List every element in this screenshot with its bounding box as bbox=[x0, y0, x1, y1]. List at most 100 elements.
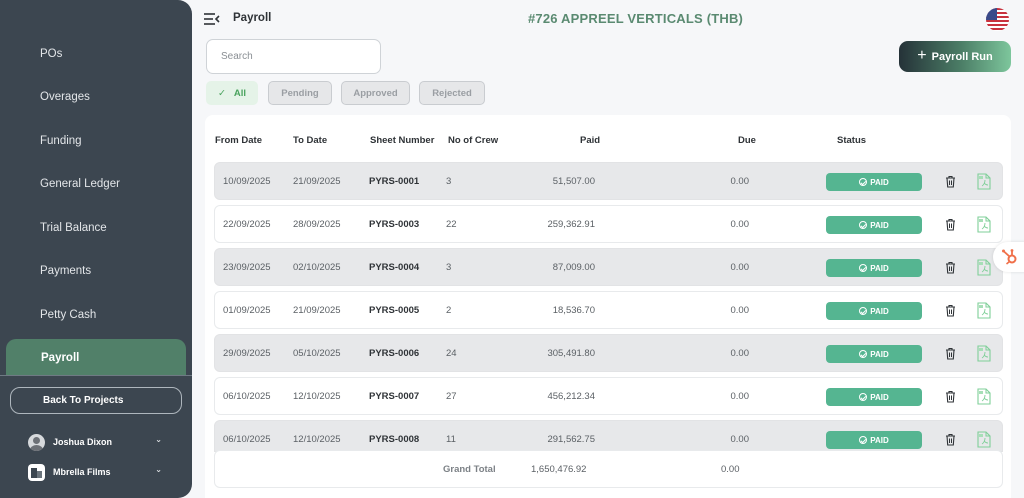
trash-icon[interactable] bbox=[945, 218, 956, 231]
pdf-file-icon[interactable] bbox=[977, 431, 991, 448]
plus-icon: + bbox=[917, 47, 927, 64]
to-date: 02/10/2025 bbox=[293, 262, 341, 273]
status-label: PAID bbox=[870, 306, 889, 316]
column-header-due[interactable]: Due bbox=[738, 135, 756, 146]
status-badge: PAID bbox=[826, 388, 922, 406]
paid-amount: 259,362.91 bbox=[547, 219, 595, 230]
table-row[interactable]: 23/09/2025 02/10/2025 PYRS-0004 3 87,009… bbox=[214, 248, 1003, 286]
trash-icon[interactable] bbox=[945, 261, 956, 274]
filter-all[interactable]: ✓ All bbox=[206, 81, 258, 105]
from-date: 01/09/2025 bbox=[223, 305, 271, 316]
sidebar-item-label: Payroll bbox=[41, 352, 80, 364]
user-name: Joshua Dixon bbox=[53, 437, 113, 447]
sidebar-item-label: Petty Cash bbox=[40, 309, 97, 321]
column-header-sheet-number[interactable]: Sheet Number bbox=[370, 135, 435, 146]
check-circle-icon bbox=[859, 307, 868, 315]
filter-label: Approved bbox=[353, 87, 398, 99]
to-date: 05/10/2025 bbox=[293, 348, 341, 359]
trash-icon[interactable] bbox=[945, 390, 956, 403]
status-badge: PAID bbox=[826, 345, 922, 363]
trash-icon[interactable] bbox=[945, 175, 956, 188]
status-badge: PAID bbox=[826, 173, 922, 191]
status-badge: PAID bbox=[826, 431, 922, 449]
table-row[interactable]: 06/10/2025 12/10/2025 PYRS-0008 11 291,5… bbox=[214, 420, 1003, 452]
payroll-run-button[interactable]: + Payroll Run bbox=[899, 41, 1011, 72]
column-header-paid[interactable]: Paid bbox=[580, 135, 601, 146]
user-menu[interactable]: Joshua Dixon ⌄ bbox=[28, 432, 168, 452]
to-date: 12/10/2025 bbox=[293, 391, 341, 402]
status-badge: PAID bbox=[826, 216, 922, 234]
grand-total-paid: 1,650,476.92 bbox=[531, 464, 587, 475]
search-input[interactable] bbox=[206, 39, 381, 74]
sidebar: POs Overages Funding General Ledger Tria… bbox=[0, 0, 192, 498]
hubspot-chat-widget[interactable] bbox=[993, 242, 1024, 272]
pdf-file-icon[interactable] bbox=[977, 216, 991, 233]
check-circle-icon bbox=[859, 350, 868, 358]
sidebar-item-general-ledger[interactable]: General Ledger bbox=[6, 164, 186, 204]
chevron-down-icon: ⌄ bbox=[155, 465, 162, 474]
pdf-file-icon[interactable] bbox=[977, 302, 991, 319]
sidebar-item-label: Payments bbox=[40, 265, 92, 277]
filter-pending[interactable]: Pending bbox=[268, 81, 332, 105]
trash-icon[interactable] bbox=[945, 304, 956, 317]
trash-icon[interactable] bbox=[945, 347, 956, 360]
sidebar-item-label: General Ledger bbox=[40, 178, 120, 190]
pdf-file-icon[interactable] bbox=[977, 173, 991, 190]
sidebar-item-payroll[interactable]: Payroll bbox=[6, 339, 186, 376]
filter-approved[interactable]: Approved bbox=[341, 81, 410, 105]
sidebar-item-trial-balance[interactable]: Trial Balance bbox=[6, 208, 186, 248]
sidebar-item-funding[interactable]: Funding bbox=[6, 121, 186, 161]
company-name: Mbrella Films bbox=[53, 467, 111, 477]
crew-count: 11 bbox=[446, 434, 456, 445]
page-title: Payroll bbox=[233, 12, 272, 24]
table-row[interactable]: 10/09/2025 21/09/2025 PYRS-0001 3 51,507… bbox=[214, 162, 1003, 200]
pdf-file-icon[interactable] bbox=[977, 388, 991, 405]
status-label: PAID bbox=[870, 263, 889, 273]
sidebar-item-label: Trial Balance bbox=[40, 222, 107, 234]
company-menu[interactable]: Mbrella Films ⌄ bbox=[28, 462, 168, 482]
trash-icon[interactable] bbox=[945, 433, 956, 446]
sheet-number: PYRS-0001 bbox=[369, 176, 420, 187]
us-flag-icon[interactable] bbox=[986, 8, 1009, 31]
paid-amount: 291,562.75 bbox=[547, 434, 595, 445]
sidebar-item-label: Overages bbox=[40, 91, 90, 103]
crew-count: 3 bbox=[446, 262, 452, 273]
column-header-to-date[interactable]: To Date bbox=[293, 135, 328, 146]
from-date: 10/09/2025 bbox=[223, 176, 271, 187]
table-row[interactable]: 29/09/2025 05/10/2025 PYRS-0006 24 305,4… bbox=[214, 334, 1003, 372]
pdf-file-icon[interactable] bbox=[977, 345, 991, 362]
column-header-no-of-crew[interactable]: No of Crew bbox=[448, 135, 499, 146]
paid-amount: 18,536.70 bbox=[552, 305, 595, 316]
to-date: 21/09/2025 bbox=[293, 305, 341, 316]
hubspot-icon bbox=[1002, 249, 1017, 265]
sidebar-item-pos[interactable]: POs bbox=[6, 34, 186, 74]
table-row[interactable]: 06/10/2025 12/10/2025 PYRS-0007 27 456,2… bbox=[214, 377, 1003, 415]
sheet-number: PYRS-0004 bbox=[369, 262, 420, 273]
check-icon: ✓ bbox=[217, 87, 226, 99]
due-amount: 0.00 bbox=[730, 176, 750, 187]
paid-amount: 87,009.00 bbox=[552, 262, 595, 273]
back-to-projects-button[interactable]: Back To Projects bbox=[10, 387, 182, 414]
menu-collapse-icon[interactable] bbox=[204, 12, 220, 26]
table-row[interactable]: 22/09/2025 28/09/2025 PYRS-0003 22 259,3… bbox=[214, 205, 1003, 243]
table-row[interactable]: 01/09/2025 21/09/2025 PYRS-0005 2 18,536… bbox=[214, 291, 1003, 329]
sidebar-divider bbox=[0, 375, 192, 376]
to-date: 12/10/2025 bbox=[293, 434, 341, 445]
from-date: 06/10/2025 bbox=[223, 391, 271, 402]
due-amount: 0.00 bbox=[730, 262, 750, 273]
sidebar-nav: POs Overages Funding General Ledger Tria… bbox=[0, 0, 192, 376]
sidebar-item-petty-cash[interactable]: Petty Cash bbox=[6, 295, 186, 335]
chevron-down-icon: ⌄ bbox=[155, 435, 162, 444]
filter-rejected[interactable]: Rejected bbox=[419, 81, 485, 105]
sheet-number: PYRS-0005 bbox=[369, 305, 420, 316]
sidebar-item-overages[interactable]: Overages bbox=[6, 77, 186, 117]
pdf-file-icon[interactable] bbox=[977, 259, 991, 276]
sidebar-item-payments[interactable]: Payments bbox=[6, 251, 186, 291]
from-date: 23/09/2025 bbox=[223, 262, 271, 273]
due-amount: 0.00 bbox=[730, 434, 750, 445]
column-header-from-date[interactable]: From Date bbox=[215, 135, 262, 146]
column-header-status[interactable]: Status bbox=[837, 135, 867, 146]
sidebar-item-label: Funding bbox=[40, 135, 82, 147]
crew-count: 3 bbox=[446, 176, 452, 187]
sheet-number: PYRS-0008 bbox=[369, 434, 420, 445]
